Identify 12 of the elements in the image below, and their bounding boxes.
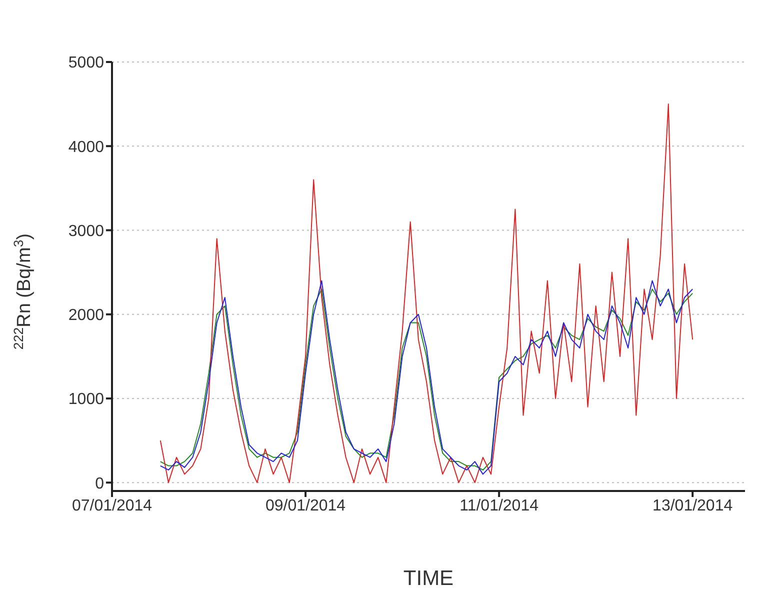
x-tick-label: 13/01/2014 xyxy=(652,497,733,514)
y-tick-label: 3000 xyxy=(68,222,104,240)
y-tick-label: 4000 xyxy=(68,138,104,156)
x-tick-label: 11/01/2014 xyxy=(460,497,539,514)
y-tick-label: 2000 xyxy=(68,307,104,324)
y-tick-label: 5000 xyxy=(68,54,104,72)
line-series xyxy=(160,104,694,484)
x-tick-label: 09/01/2014 xyxy=(265,497,346,514)
y-tick-label: 0 xyxy=(95,475,104,492)
x-axis-title: TIME xyxy=(403,567,454,590)
y-tick-label: 1000 xyxy=(68,391,104,408)
x-tick-label: 07/01/2014 xyxy=(72,497,152,514)
